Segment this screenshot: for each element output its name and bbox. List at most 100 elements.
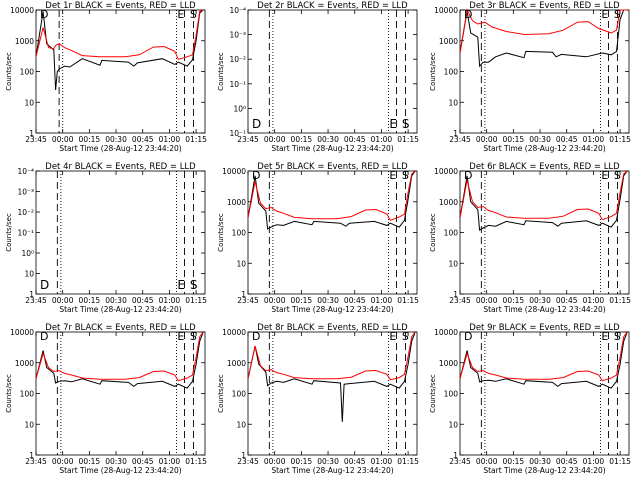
- y-tick-label: 1: [453, 451, 458, 460]
- panel-title: Det 5r BLACK = Events, RED = LLD: [257, 162, 408, 172]
- y-tick-label: 10⁻⁴: [229, 6, 246, 15]
- annotation-d: D: [252, 169, 260, 182]
- y-tick-label: 1: [29, 129, 34, 138]
- series-events-line: [247, 170, 416, 230]
- panel-title: Det 3r BLACK = Events, RED = LLD: [469, 1, 620, 11]
- annotation-s: S: [614, 8, 621, 21]
- panel-det-8: Det 8r BLACK = Events, RED = LLD 1 10 100 10…: [217, 323, 419, 475]
- panel-title: Det 6r BLACK = Events, RED = LLD: [469, 162, 620, 172]
- series-lld-line: [247, 331, 416, 381]
- x-tick-label: 01:00: [371, 135, 393, 144]
- x-axis-label: Start Time (28-Aug-12 23:44:20): [271, 144, 393, 153]
- series-lld-line: [35, 331, 204, 382]
- y-tick-label: 10: [236, 420, 246, 429]
- annotation-d: D: [40, 278, 49, 292]
- annotation-d: D: [252, 117, 261, 131]
- x-tick-label: 01:00: [583, 296, 605, 305]
- series-lld-line: [459, 170, 628, 221]
- x-axis-label: Start Time (28-Aug-12 23:44:20): [271, 466, 393, 475]
- y-tick-label: 10⁻²: [17, 208, 34, 217]
- x-tick-label: 01:15: [397, 135, 419, 144]
- x-tick-label: 23:45: [25, 457, 47, 466]
- x-tick-label: 00:45: [344, 457, 366, 466]
- panel-det-9: Det 9r BLACK = Events, RED = LLD 1 10 100 10…: [429, 323, 631, 475]
- y-tick-label: 1000: [227, 198, 246, 207]
- x-tick-label: 00:00: [264, 135, 286, 144]
- annotation-s: S: [402, 169, 409, 182]
- panel-det-1: Det 1r BLACK = Events, RED = LLD 1 10 100 10…: [5, 1, 207, 153]
- panel-title: Det 4r BLACK = Events, RED = LLD: [45, 162, 196, 172]
- x-tick-label: 23:45: [449, 457, 471, 466]
- y-tick-label: 10⁻³: [17, 188, 34, 197]
- y-tick-label: 100: [232, 229, 247, 238]
- panel-title: Det 9r BLACK = Events, RED = LLD: [469, 323, 620, 333]
- annotation-e: E: [601, 169, 608, 182]
- y-tick-label: 10: [24, 420, 34, 429]
- y-axis-label: Counts/sec: [5, 52, 13, 91]
- annotation-e: E: [601, 8, 608, 21]
- panel-det-4: Det 4r BLACK = Events, RED = LLD 1 10 10⁰ 10…: [5, 162, 207, 314]
- y-tick-label: 10⁻⁴: [17, 167, 34, 176]
- annotation-s: S: [190, 330, 197, 343]
- y-axis-label: Counts/sec: [217, 52, 225, 91]
- y-tick-label: 10000: [222, 167, 246, 176]
- panel-det-6: Det 6r BLACK = Events, RED = LLD 1 10 100 10…: [429, 162, 631, 314]
- series-lld-line: [35, 9, 204, 60]
- panel-det-5: Det 5r BLACK = Events, RED = LLD 1 10 100 10…: [217, 162, 419, 314]
- x-tick-label: 01:00: [583, 457, 605, 466]
- x-tick-label: 00:15: [291, 457, 313, 466]
- x-tick-label: 00:45: [556, 135, 578, 144]
- x-tick-label: 00:30: [105, 135, 127, 144]
- annotation-s: S: [402, 117, 410, 131]
- x-tick-label: 01:00: [583, 135, 605, 144]
- x-tick-label: 00:45: [344, 135, 366, 144]
- y-tick-label: 1: [29, 290, 34, 299]
- y-tick-label: 10000: [10, 328, 34, 337]
- y-tick-label: 1000: [439, 37, 458, 46]
- y-tick-label: 100: [20, 390, 35, 399]
- x-axis-label: Start Time (28-Aug-12 23:44:20): [483, 144, 605, 153]
- y-tick-label: 10⁻¹: [229, 80, 246, 89]
- y-tick-label: 10: [448, 98, 458, 107]
- annotation-e: E: [177, 330, 184, 343]
- y-tick-label: 10000: [434, 6, 458, 15]
- annotation-s: S: [614, 169, 621, 182]
- y-tick-label: 100: [444, 229, 459, 238]
- annotation-s: S: [402, 330, 409, 343]
- x-tick-label: 00:00: [476, 296, 498, 305]
- x-tick-label: 23:45: [25, 296, 47, 305]
- x-tick-label: 01:15: [609, 135, 631, 144]
- y-tick-label: 10: [24, 98, 34, 107]
- x-tick-label: 01:00: [159, 135, 181, 144]
- annotation-d: D: [252, 330, 260, 343]
- x-tick-label: 01:00: [371, 296, 393, 305]
- x-tick-label: 00:00: [52, 296, 74, 305]
- x-tick-label: 00:30: [105, 296, 127, 305]
- y-tick-label: 1: [241, 290, 246, 299]
- y-tick-label: 10⁻¹: [17, 229, 34, 238]
- x-tick-label: 00:45: [344, 296, 366, 305]
- x-tick-label: 01:15: [397, 457, 419, 466]
- series-events-line: [247, 331, 416, 422]
- annotation-e: E: [177, 8, 184, 21]
- panel-title: Det 8r BLACK = Events, RED = LLD: [257, 323, 408, 333]
- panel-det-3: Det 3r BLACK = Events, RED = LLD 1 10 100 10…: [429, 1, 631, 153]
- x-tick-label: 00:15: [291, 296, 313, 305]
- plot-frame: [247, 9, 418, 134]
- panel-det-7: Det 7r BLACK = Events, RED = LLD 1 10 100 10…: [5, 323, 207, 475]
- annotation-s: S: [190, 8, 197, 21]
- y-tick-label: 100: [444, 68, 459, 77]
- y-tick-label: 10: [448, 259, 458, 268]
- x-tick-label: 01:15: [609, 457, 631, 466]
- annotation-d: D: [464, 169, 472, 182]
- annotation-e: E: [389, 169, 396, 182]
- x-tick-label: 00:15: [503, 135, 525, 144]
- y-tick-label: 10000: [434, 167, 458, 176]
- panel-title: Det 2r BLACK = Events, RED = LLD: [257, 1, 408, 11]
- y-axis-label: Counts/sec: [429, 213, 437, 252]
- y-tick-label: 1: [29, 451, 34, 460]
- y-tick-label: 1: [453, 129, 458, 138]
- y-tick-label: 1000: [15, 37, 34, 46]
- x-tick-label: 01:15: [185, 457, 207, 466]
- annotation-s: S: [190, 278, 198, 292]
